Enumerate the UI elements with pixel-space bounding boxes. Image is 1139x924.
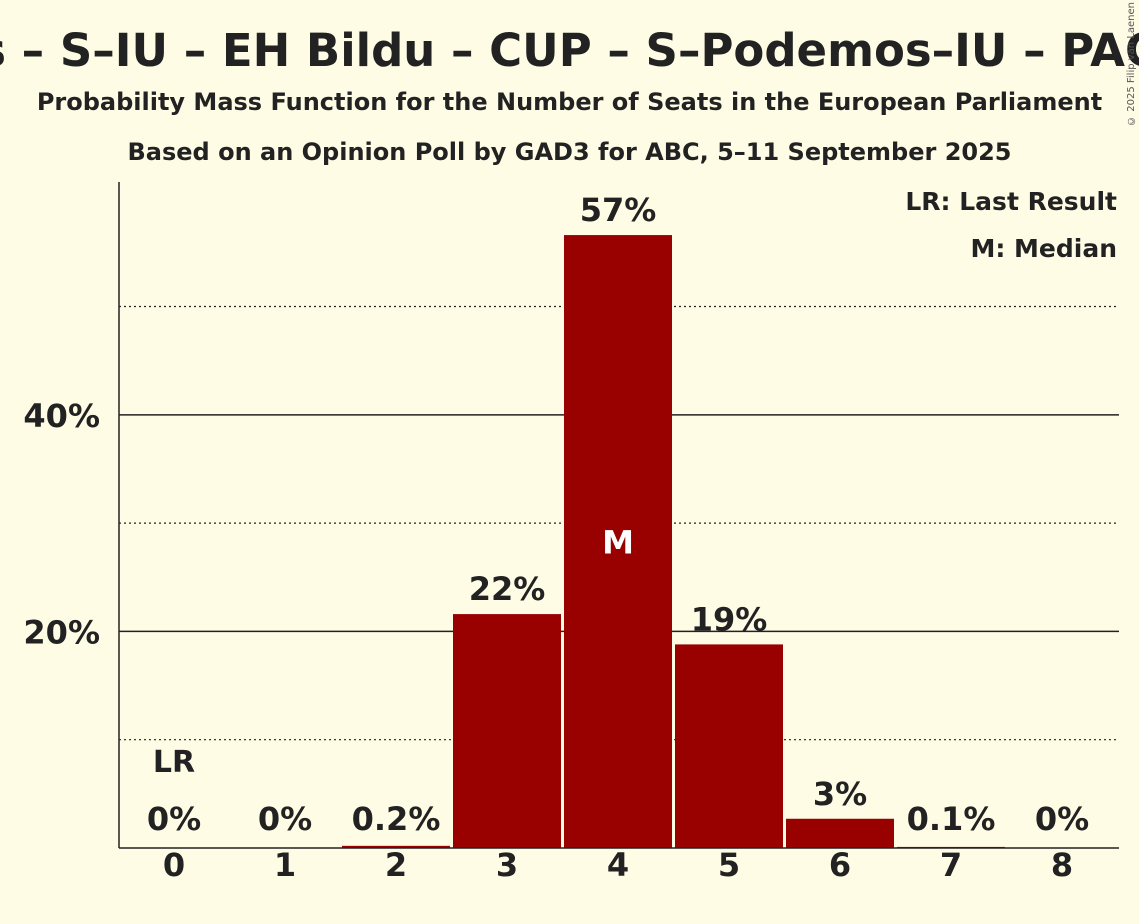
bar [342,845,450,848]
data-label: 57% [580,191,657,229]
data-label: 0.2% [352,800,441,838]
chart-subtitle-source: Based on an Opinion Poll by GAD3 for ABC… [127,138,1012,166]
last-result-marker: LR [153,745,195,780]
bar [564,235,672,848]
chart-title: mos – S–IU – EH Bildu – CUP – S–Podemos–… [0,24,1139,77]
y-tick-label: 40% [23,397,100,435]
median-marker: M [602,524,634,562]
data-label: 3% [813,775,867,813]
x-tick-label: 8 [1051,846,1073,884]
x-tick-label: 1 [274,846,296,884]
x-tick-label: 4 [607,846,629,884]
x-tick-label: 0 [163,846,185,884]
data-label: 0% [258,800,312,838]
data-label: 0% [1035,800,1089,838]
y-tick-label: 20% [23,613,100,651]
data-label: 0% [147,800,201,838]
data-label: 22% [469,570,546,608]
data-label: 19% [691,600,768,638]
bar [453,614,561,848]
data-label: 0.1% [907,800,996,838]
x-tick-label: 5 [718,846,740,884]
legend-entry: LR: Last Result [905,187,1117,216]
x-tick-label: 3 [496,846,518,884]
bar [786,818,894,848]
x-tick-label: 7 [940,846,962,884]
bar [675,644,783,848]
x-tick-label: 6 [829,846,851,884]
legend-entry: M: Median [970,234,1117,263]
chart-title-wrap: mos – S–IU – EH Bildu – CUP – S–Podemos–… [0,20,1139,82]
chart-subtitle: Probability Mass Function for the Number… [36,88,1103,116]
x-tick-label: 2 [385,846,407,884]
